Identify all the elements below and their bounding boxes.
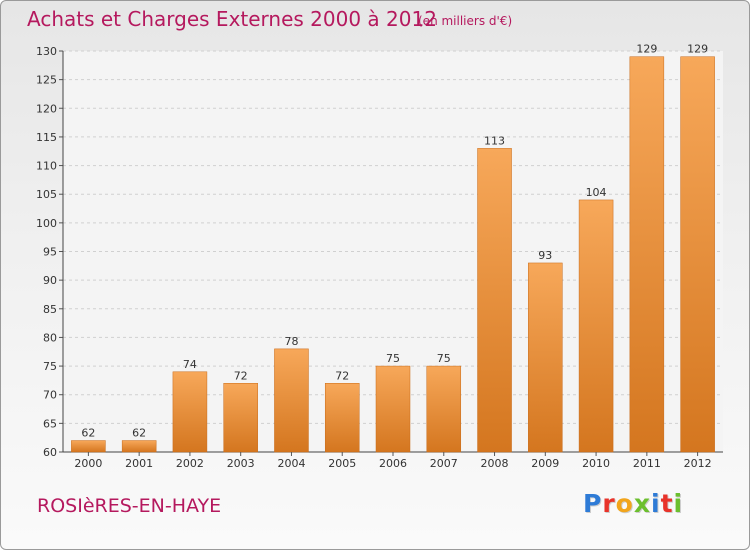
bar — [121, 440, 157, 453]
y-tick-label: 85 — [43, 303, 57, 316]
logo-letter: i — [651, 489, 661, 518]
logo-letter: r — [602, 489, 616, 518]
y-tick-label: 115 — [36, 131, 57, 144]
bar — [426, 365, 462, 453]
bar — [578, 199, 614, 453]
y-tick-label: 75 — [43, 360, 57, 373]
logo-letter: x — [633, 489, 651, 518]
bar — [528, 262, 563, 453]
bar — [375, 365, 411, 453]
y-tick-label: 125 — [36, 74, 57, 87]
x-tick-label: 2011 — [633, 457, 661, 470]
y-tick-label: 110 — [36, 160, 57, 173]
bar-value-label: 62 — [81, 427, 95, 440]
bar-value-label: 72 — [335, 369, 349, 382]
bar-value-label: 75 — [386, 352, 400, 365]
x-tick-label: 2012 — [684, 457, 712, 470]
bar — [274, 348, 309, 453]
x-tick-label: 2008 — [481, 457, 509, 470]
x-tick-label: 2004 — [277, 457, 305, 470]
bar-value-label: 62 — [132, 427, 146, 440]
x-tick-label: 2003 — [227, 457, 255, 470]
y-tick-label: 120 — [36, 102, 57, 115]
logo-letter: P — [583, 489, 603, 518]
x-tick-label: 2006 — [379, 457, 407, 470]
y-tick-label: 95 — [43, 246, 57, 259]
chart-subtitle: (en milliers d'€) — [418, 14, 513, 28]
logo-letter: o — [615, 489, 634, 518]
bar-value-label: 129 — [687, 43, 708, 56]
town-name: ROSIèRES-EN-HAYE — [37, 495, 222, 517]
x-tick-label: 2010 — [582, 457, 610, 470]
bar-value-label: 113 — [484, 134, 505, 147]
x-tick-label: 2007 — [430, 457, 458, 470]
bar-value-label: 78 — [284, 335, 298, 348]
x-tick-label: 2000 — [74, 457, 102, 470]
bar — [223, 383, 258, 453]
bar — [629, 56, 665, 453]
x-tick-label: 2002 — [176, 457, 204, 470]
bar — [172, 371, 208, 453]
y-tick-label: 105 — [36, 188, 57, 201]
proxiti-logo[interactable]: Proxiti — [583, 489, 683, 518]
bar — [477, 148, 512, 453]
bar — [71, 440, 106, 453]
y-tick-label: 100 — [36, 217, 57, 230]
y-tick-label: 60 — [43, 446, 57, 459]
chart-title: Achats et Charges Externes 2000 à 2012 — [27, 7, 437, 31]
bar-value-label: 72 — [234, 369, 248, 382]
bar-value-label: 74 — [183, 358, 197, 371]
x-tick-label: 2009 — [531, 457, 559, 470]
y-tick-label: 80 — [43, 331, 57, 344]
y-tick-label: 70 — [43, 389, 57, 402]
bar — [680, 56, 715, 453]
bar-value-label: 129 — [636, 43, 657, 56]
y-tick-label: 90 — [43, 274, 57, 287]
logo-letter: i — [673, 489, 684, 518]
bar-value-label: 75 — [437, 352, 451, 365]
logo-letter: t — [660, 489, 674, 518]
x-tick-label: 2001 — [125, 457, 153, 470]
x-tick-label: 2005 — [328, 457, 356, 470]
y-tick-label: 65 — [43, 417, 57, 430]
bar-value-label: 104 — [586, 186, 607, 199]
bar-value-label: 93 — [538, 249, 552, 262]
y-tick-label: 130 — [36, 45, 57, 58]
bar — [324, 383, 360, 453]
